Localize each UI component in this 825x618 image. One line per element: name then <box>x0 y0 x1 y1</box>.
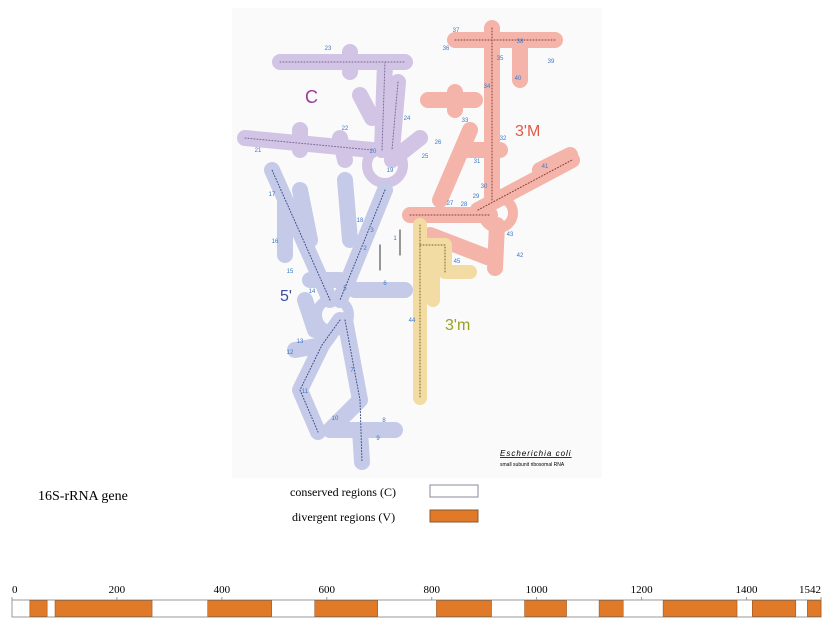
legend-label: divergent regions (V) <box>292 510 395 524</box>
domain-label: 5' <box>280 288 292 305</box>
divergent-region <box>436 601 491 617</box>
caption-subtitle: small subunit ribosomal RNA <box>500 462 565 468</box>
divergent-region <box>525 601 567 617</box>
helix-number: 20 <box>370 149 377 155</box>
legend-label: conserved regions (C) <box>290 485 396 499</box>
gene-map: 0 200 400 600 800 1000 1200 1400 1542 <box>12 584 821 617</box>
helix-number: 21 <box>255 148 262 154</box>
helix-number: 19 <box>387 168 394 174</box>
helix-number: 28 <box>461 202 468 208</box>
helix-number: 30 <box>481 184 488 190</box>
helix-number: 40 <box>515 76 522 82</box>
helix-number: 43 <box>507 232 514 238</box>
helix-number: 34 <box>484 84 491 90</box>
tick-label: 1400 <box>736 584 759 596</box>
helix-number: 33 <box>462 118 469 124</box>
domain-label: 3'm <box>445 317 470 334</box>
tick-label: 1000 <box>526 584 549 596</box>
helix-number: 16 <box>272 239 279 245</box>
domain-label: 3'M <box>515 123 540 140</box>
tick-label: 1542 <box>799 584 821 596</box>
helix-number: 44 <box>409 318 416 324</box>
helix-number: 10 <box>332 416 339 422</box>
helix-number: 42 <box>517 253 524 259</box>
helix-number: 15 <box>287 269 294 275</box>
divergent-region <box>55 601 152 617</box>
helix-number: 11 <box>302 389 309 395</box>
legend-swatch <box>430 485 478 497</box>
helix-number: 45 <box>454 259 461 265</box>
helix-number: 12 <box>287 350 294 356</box>
divergent-region <box>663 601 737 617</box>
helix-number: 22 <box>342 126 349 132</box>
divergent-region <box>599 601 623 617</box>
helix-number: 35 <box>497 56 504 62</box>
species: Escherichia coli <box>500 449 572 458</box>
tick-label: 400 <box>214 584 231 596</box>
helix-number: 24 <box>404 116 411 122</box>
helix-number: 29 <box>473 194 480 200</box>
helix-number: 25 <box>422 154 429 160</box>
tick-label: 1200 <box>631 584 654 596</box>
helix-number: 13 <box>297 339 304 345</box>
legend-swatch <box>430 510 478 522</box>
helix-number: 26 <box>435 140 442 146</box>
divergent-region <box>315 601 378 617</box>
helix-number: 23 <box>325 46 332 52</box>
helix-number: 17 <box>269 192 276 198</box>
tick-label: 800 <box>423 584 440 596</box>
helix-number: 18 <box>357 218 364 224</box>
divergent-region <box>208 601 272 617</box>
helix-number: 14 <box>309 289 316 295</box>
divergent-region <box>30 601 47 617</box>
divergent-region <box>807 601 821 617</box>
tick-label: 0 <box>12 584 18 596</box>
tick-label: 600 <box>319 584 336 596</box>
helix-number: 27 <box>447 201 454 207</box>
tick-label: 200 <box>109 584 126 596</box>
helix-number: 37 <box>453 28 460 34</box>
domain-label: C <box>305 87 318 107</box>
helix-number: 31 <box>474 159 481 165</box>
helix-number: 39 <box>548 59 555 65</box>
gene-title: 16S-rRNA gene <box>38 489 128 504</box>
divergent-region <box>752 601 796 617</box>
page: C 3'M 5' 3'm Escherichia coli small subu… <box>0 0 825 618</box>
helix-number: 41 <box>542 164 549 170</box>
helix-number: 38 <box>517 39 524 45</box>
helix-number: 36 <box>443 46 450 52</box>
helix-number: 32 <box>500 136 507 142</box>
